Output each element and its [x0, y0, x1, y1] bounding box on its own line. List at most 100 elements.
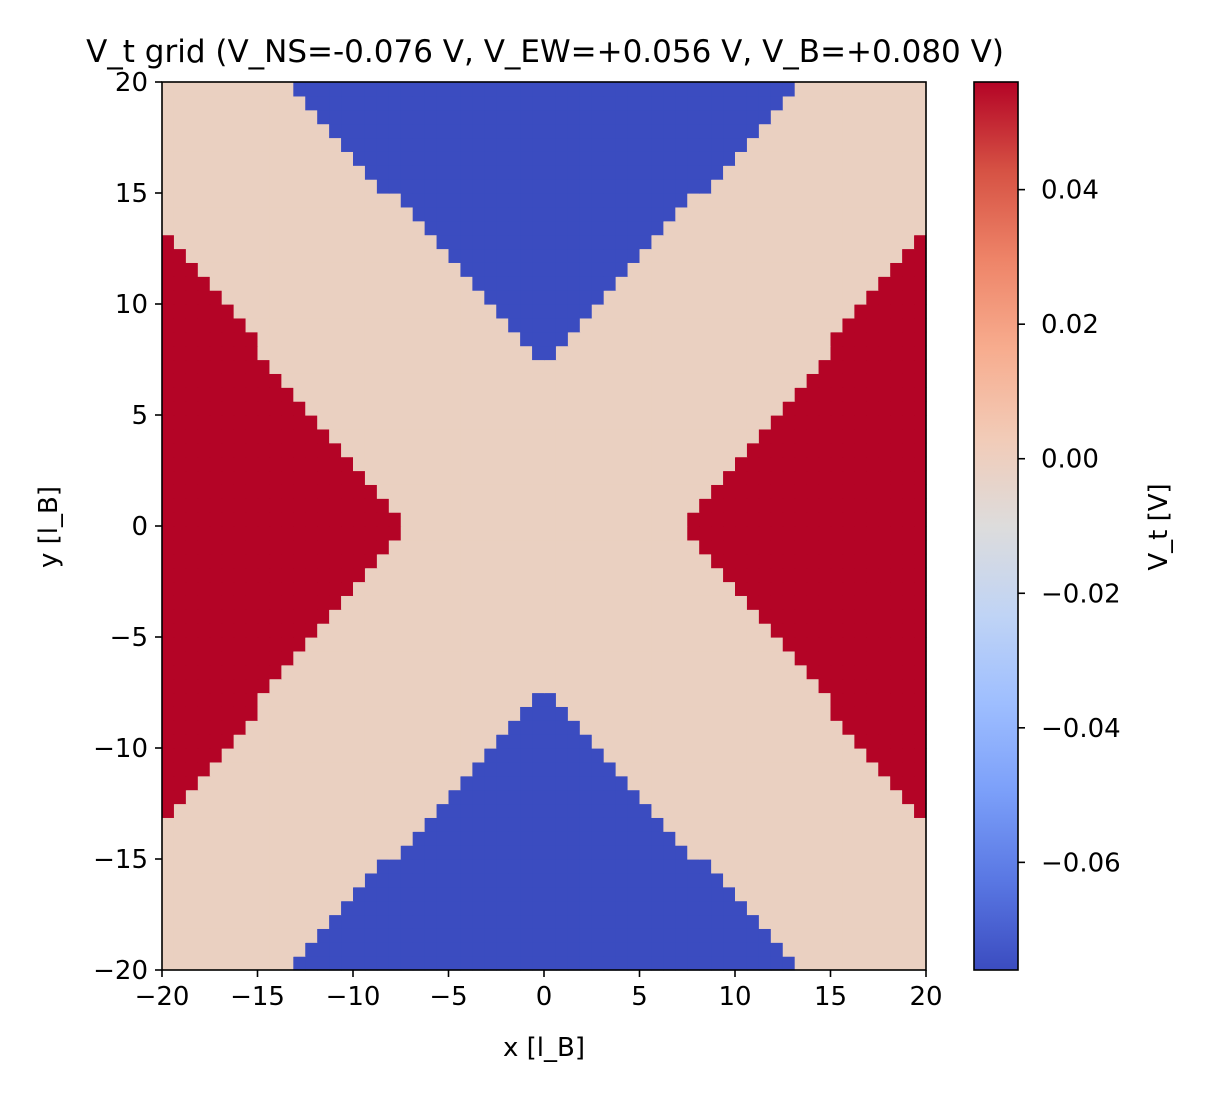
heatmap-cell — [269, 539, 282, 555]
heatmap-cell — [579, 637, 593, 652]
heatmap-cell — [842, 845, 855, 860]
heatmap-cell — [818, 206, 832, 222]
heatmap-cell — [400, 151, 414, 166]
heatmap-cell — [317, 942, 330, 957]
heatmap-cell — [914, 942, 927, 957]
heatmap-cell — [448, 498, 462, 513]
heatmap-cell — [496, 123, 509, 139]
heatmap-cell — [532, 151, 545, 166]
heatmap-cell — [830, 928, 844, 943]
heatmap-cell — [758, 151, 772, 166]
heatmap-cell — [162, 553, 175, 569]
heatmap-cell — [508, 595, 521, 610]
heatmap-cell — [627, 165, 641, 180]
heatmap-cell — [735, 567, 748, 583]
heatmap-cell — [806, 886, 820, 902]
heatmap-cell — [460, 581, 473, 596]
heatmap-cell — [675, 290, 688, 305]
heatmap-cell — [711, 581, 724, 596]
heatmap-cell — [723, 914, 736, 929]
heatmap-cell — [544, 845, 557, 860]
heatmap-cell — [388, 415, 402, 430]
heatmap-cell — [269, 803, 282, 818]
heatmap-cell — [699, 692, 712, 707]
heatmap-cell — [615, 914, 629, 929]
heatmap-cell — [532, 956, 545, 971]
heatmap-cell — [914, 678, 927, 694]
heatmap-cell — [723, 165, 736, 180]
heatmap-cell — [567, 373, 581, 388]
heatmap-cell — [866, 720, 879, 735]
heatmap-cell — [723, 692, 736, 707]
heatmap-cell — [866, 484, 879, 499]
heatmap-cell — [376, 803, 390, 818]
heatmap-cell — [162, 165, 175, 180]
heatmap-cell — [770, 539, 784, 555]
heatmap-cell — [317, 373, 330, 388]
heatmap-cell — [233, 345, 247, 361]
heatmap-cell — [758, 442, 772, 458]
heatmap-cell — [388, 845, 402, 860]
heatmap-cell — [233, 484, 247, 499]
heatmap-cell — [269, 290, 282, 305]
heatmap-cell — [699, 567, 712, 583]
heatmap-cell — [723, 331, 736, 347]
heatmap-cell — [353, 373, 366, 388]
heatmap-cell — [532, 359, 545, 374]
heatmap-cell — [770, 484, 784, 499]
heatmap-cell — [305, 179, 318, 194]
heatmap-cell — [305, 193, 318, 208]
heatmap-cell — [472, 82, 485, 97]
heatmap-cell — [221, 775, 235, 791]
heatmap-cell — [842, 193, 855, 208]
heatmap-cell — [687, 720, 700, 735]
heatmap-cell — [663, 331, 676, 347]
heatmap-cell — [663, 345, 676, 361]
heatmap-cell — [615, 428, 629, 444]
heatmap-cell — [782, 359, 796, 374]
heatmap-cell — [770, 692, 784, 707]
heatmap-cell — [782, 248, 796, 263]
heatmap-cell — [245, 387, 259, 402]
heatmap-cell — [281, 262, 294, 277]
heatmap-cell — [209, 317, 223, 333]
heatmap-cell — [472, 512, 485, 527]
heatmap-cell — [770, 498, 784, 513]
heatmap-cell — [675, 845, 688, 860]
heatmap-cell — [376, 484, 390, 499]
heatmap-cell — [293, 401, 306, 416]
heatmap-cell — [711, 526, 724, 541]
heatmap-cell — [257, 359, 271, 374]
heatmap-cell — [627, 290, 641, 305]
heatmap-cell — [866, 650, 879, 666]
heatmap-cell — [746, 512, 760, 527]
heatmap-cell — [532, 165, 545, 180]
heatmap-cell — [902, 956, 915, 971]
heatmap-cell — [902, 803, 915, 818]
heatmap-cell — [388, 748, 402, 763]
heatmap-cell — [627, 428, 641, 444]
heatmap-cell — [878, 664, 891, 680]
heatmap-cell — [723, 248, 736, 263]
heatmap-cell — [388, 442, 402, 458]
heatmap-cell — [496, 831, 509, 846]
heatmap-cell — [436, 609, 450, 624]
heatmap-cell — [162, 942, 175, 957]
heatmap-cell — [269, 179, 282, 194]
heatmap-cell — [281, 886, 294, 902]
heatmap-cell — [436, 845, 450, 860]
heatmap-cell — [866, 595, 879, 610]
heatmap-cell — [639, 359, 653, 374]
heatmap-cell — [245, 137, 259, 152]
heatmap-cell — [341, 553, 354, 569]
heatmap-cell — [460, 401, 473, 416]
heatmap-cell — [162, 803, 175, 818]
heatmap-cell — [508, 415, 521, 430]
heatmap-cell — [293, 956, 306, 971]
heatmap-cell — [818, 345, 832, 361]
heatmap-cell — [305, 831, 318, 846]
heatmap-cell — [794, 817, 808, 832]
heatmap-cell — [758, 678, 772, 694]
heatmap-cell — [341, 609, 354, 624]
heatmap-cell — [185, 276, 199, 291]
